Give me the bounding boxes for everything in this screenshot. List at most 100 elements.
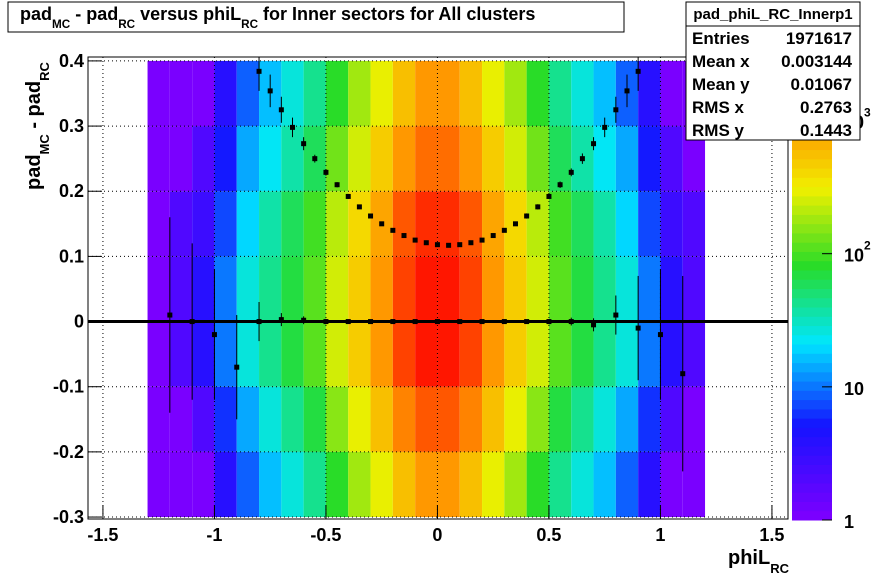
heatmap-cell	[615, 256, 639, 322]
palette-step	[792, 297, 832, 308]
heatmap-cell	[593, 256, 616, 322]
profile-point	[189, 243, 195, 400]
profile-point	[591, 318, 597, 332]
marker	[334, 182, 340, 188]
marker	[368, 213, 374, 219]
z-tick-label: 1	[844, 512, 854, 532]
heatmap-cell	[303, 451, 326, 518]
stats-value: 0.003144	[781, 52, 852, 71]
heatmap-cell	[325, 60, 349, 127]
heatmap-cell	[459, 60, 483, 127]
marker	[624, 88, 630, 94]
palette-step	[792, 223, 832, 234]
title-box	[7, 1, 625, 33]
heatmap-cell	[548, 256, 572, 322]
marker	[289, 124, 295, 130]
heatmap-cell	[370, 321, 393, 387]
stats-value: 1971617	[786, 29, 852, 48]
profile-point	[635, 275, 641, 381]
palette-step	[792, 408, 832, 419]
profile-point	[613, 96, 619, 123]
heatmap-cell	[147, 256, 170, 322]
profile-point	[490, 233, 496, 239]
y-tick-label: -0.2	[53, 442, 84, 462]
stats-name: RMS x	[692, 98, 745, 117]
palette-step	[792, 316, 832, 327]
heatmap-cell	[571, 451, 594, 518]
marker	[267, 88, 273, 94]
heatmap-cell	[236, 191, 260, 257]
profile-point	[457, 242, 463, 248]
heatmap-cell	[214, 126, 237, 192]
profile-point	[301, 316, 307, 325]
palette-step	[792, 288, 832, 299]
palette-step	[792, 279, 832, 289]
heatmap-cell	[259, 191, 282, 257]
marker	[591, 322, 597, 328]
profile-point	[568, 317, 574, 326]
marker	[501, 227, 507, 233]
profile-point	[412, 319, 418, 325]
heatmap-cell	[459, 321, 483, 387]
heatmap-cell	[437, 321, 460, 387]
heatmap-cell	[593, 451, 616, 518]
heatmap	[147, 60, 706, 518]
heatmap-cell	[192, 386, 215, 452]
heatmap-cell	[214, 256, 237, 322]
heatmap-cell	[281, 126, 304, 192]
marker	[557, 182, 563, 188]
heatmap-cell	[526, 126, 549, 192]
marker	[278, 107, 284, 113]
profile-point	[289, 117, 295, 138]
heatmap-cell	[169, 386, 193, 452]
subscript: RC	[37, 61, 52, 80]
heatmap-cell	[638, 60, 661, 127]
label-part: pad	[20, 4, 52, 24]
heatmap-cell	[682, 451, 706, 518]
stats-value: 0.01067	[791, 75, 852, 94]
marker	[412, 319, 418, 325]
profile-point	[613, 295, 619, 335]
heatmap-cell	[192, 451, 215, 518]
heatmap-cell	[214, 321, 237, 387]
heatmap-cell	[482, 451, 505, 518]
label-part: phiL	[728, 547, 770, 569]
heatmap-cell	[504, 60, 527, 127]
label-part: pad	[23, 154, 45, 190]
profile-point	[345, 193, 351, 200]
marker	[657, 332, 663, 338]
heatmap-cell	[660, 256, 683, 322]
profile-point	[546, 318, 552, 325]
heatmap-cell	[236, 321, 260, 387]
heatmap-cell	[303, 256, 326, 322]
heatmap-cell	[392, 321, 416, 387]
palette-step	[792, 436, 832, 447]
profile-point	[167, 217, 173, 413]
heatmap-cell	[192, 60, 215, 127]
heatmap-cell	[281, 191, 304, 257]
marker	[434, 242, 440, 248]
profile-point	[368, 319, 374, 325]
marker	[568, 319, 574, 325]
profile-point	[546, 193, 552, 200]
heatmap-cell	[504, 256, 527, 322]
palette-step	[792, 473, 832, 484]
marker	[234, 364, 240, 370]
profile-point	[602, 117, 608, 138]
profile-point	[390, 319, 396, 325]
heatmap-cell	[526, 321, 549, 387]
heatmap-cell	[303, 60, 326, 127]
palette-step	[792, 464, 832, 475]
heatmap-cell	[660, 386, 683, 452]
marker	[524, 213, 530, 219]
heatmap-cell	[437, 386, 460, 452]
marker	[256, 68, 262, 74]
palette-step	[792, 362, 832, 373]
subscript: RC	[241, 18, 258, 31]
heatmap-cell	[147, 451, 170, 518]
y-tick-label: 0.1	[59, 246, 84, 266]
heatmap-cell	[348, 126, 371, 192]
palette-step	[792, 334, 832, 345]
marker	[312, 156, 318, 162]
heatmap-cell	[415, 126, 438, 192]
